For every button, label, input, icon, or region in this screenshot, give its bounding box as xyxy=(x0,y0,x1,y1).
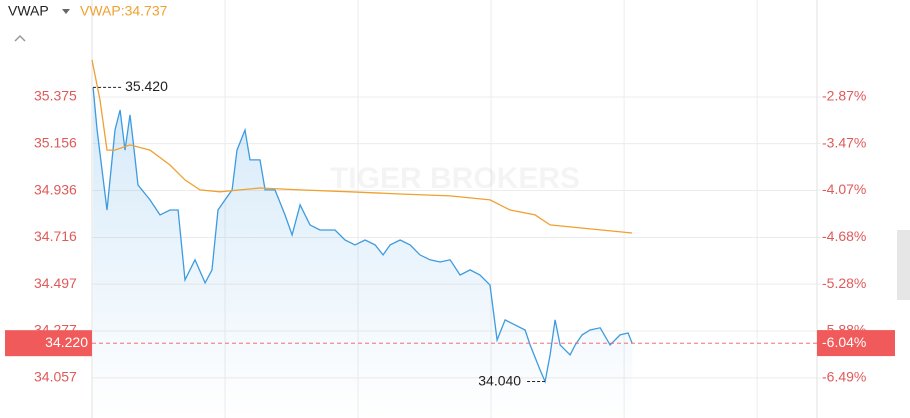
y2-tick-label: -5.28% xyxy=(822,275,866,291)
collapse-icon[interactable] xyxy=(14,34,26,42)
y2-tick-label: -4.07% xyxy=(822,181,866,197)
y-tick-label: 34.497 xyxy=(34,275,77,291)
indicator-select[interactable]: VWAP xyxy=(8,3,49,19)
last-price-box xyxy=(5,330,92,357)
y2-tick-label: -6.49% xyxy=(822,369,866,385)
dropdown-arrow[interactable] xyxy=(62,9,70,14)
last-price-label: 34.220 xyxy=(45,334,88,350)
y-tick-label: 34.057 xyxy=(34,369,77,385)
last-change-label: -6.04% xyxy=(822,334,866,350)
legend-entry: VWAP:34.737 xyxy=(80,3,168,19)
y-tick-label: 35.375 xyxy=(34,88,77,104)
last-change-box xyxy=(817,330,895,357)
watermark: TIGER BROKERS xyxy=(330,162,580,195)
scrollbar[interactable] xyxy=(897,230,910,300)
y-tick-label: 34.716 xyxy=(34,228,77,244)
annotation-label: 35.420 xyxy=(125,78,168,94)
y2-tick-label: -3.47% xyxy=(822,134,866,150)
annotation-label: 34.040 xyxy=(478,372,521,388)
y2-tick-label: -4.68% xyxy=(822,228,866,244)
y-tick-label: 34.936 xyxy=(34,181,77,197)
y2-tick-label: -2.87% xyxy=(822,88,866,104)
price-line xyxy=(92,87,633,384)
vwap-line xyxy=(91,59,633,234)
y-tick-label: 35.156 xyxy=(34,134,77,150)
price-area xyxy=(93,87,633,418)
